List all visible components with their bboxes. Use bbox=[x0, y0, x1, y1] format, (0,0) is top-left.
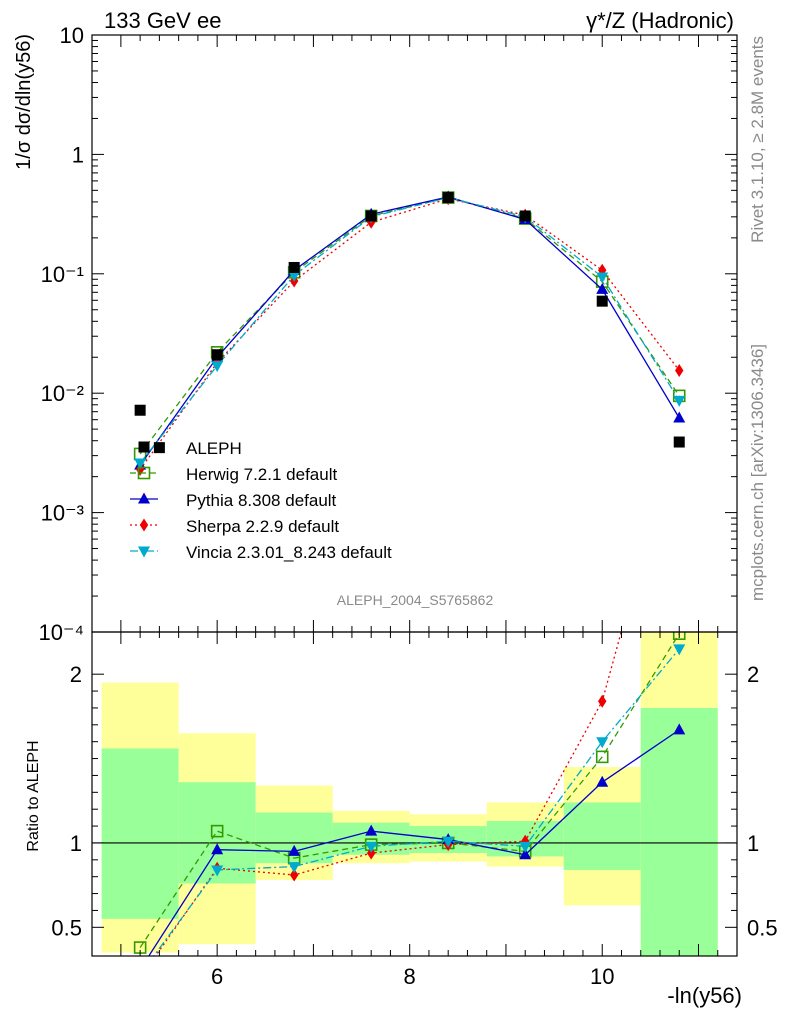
ratio-point-2-0 bbox=[136, 971, 144, 984]
ratio-frame bbox=[91, 631, 738, 957]
header-right: γ*/Z (Hadronic) bbox=[586, 8, 734, 33]
ratio-ytick-label-2: 2 bbox=[70, 662, 82, 687]
ratio-point-1-0 bbox=[134, 963, 146, 974]
ratio-point-1-1 bbox=[211, 843, 224, 855]
ratio-point-2-3 bbox=[366, 846, 376, 860]
data-point-2 bbox=[211, 349, 223, 361]
ratio-point-3-6 bbox=[596, 737, 609, 749]
ratio-point-3-2 bbox=[288, 862, 301, 874]
main-series-2 bbox=[135, 192, 684, 476]
ytick-label-0: 10 bbox=[60, 23, 84, 48]
data-point-6 bbox=[519, 210, 531, 222]
ratio-series bbox=[133, 632, 686, 984]
ratio-series-3 bbox=[134, 644, 686, 981]
ytick-label-1: 1 bbox=[72, 142, 84, 167]
main-point-2-7 bbox=[675, 363, 684, 377]
ratio-line-1 bbox=[148, 729, 680, 956]
xtick-label-1: 8 bbox=[404, 964, 416, 989]
main-ylabel: 1/σ dσ/dln(y56) bbox=[13, 34, 35, 170]
ratio-point-1-2 bbox=[288, 844, 301, 856]
main-point-3-2 bbox=[288, 270, 301, 282]
legend-marker-2 bbox=[139, 518, 149, 532]
ratio-point-0-1 bbox=[210, 824, 224, 838]
ratio-ytick-label-0: 0.5 bbox=[51, 915, 82, 940]
ratio-point-3-1 bbox=[211, 865, 224, 877]
header-left: 133 GeV ee bbox=[104, 8, 221, 33]
main-line-0 bbox=[139, 196, 680, 455]
main-series-1 bbox=[134, 190, 686, 470]
band-green-7 bbox=[640, 707, 718, 956]
data-point-5 bbox=[442, 192, 454, 204]
legend-marker-3 bbox=[138, 546, 150, 558]
legend-marker-0 bbox=[137, 466, 151, 480]
band-green-6 bbox=[563, 802, 641, 870]
ytick-label-2: 10⁻¹ bbox=[41, 262, 84, 287]
main-line-3 bbox=[139, 196, 680, 464]
legend-marker-1 bbox=[138, 492, 150, 504]
ratio-ytick-label-r-1: 1 bbox=[747, 831, 759, 856]
main-line-1 bbox=[139, 196, 680, 466]
xtick-label-2: 10 bbox=[590, 964, 614, 989]
ratio-ylabel: Ratio to ALEPH bbox=[25, 740, 42, 851]
data-point-8 bbox=[673, 436, 685, 448]
legend-label-data: ALEPH bbox=[186, 439, 242, 458]
rivet-label: Rivet 3.1.10, ≥ 2.8M events bbox=[748, 36, 767, 243]
legend-label-3: Vincia 2.3.01_8.243 default bbox=[186, 543, 392, 562]
data-point-1 bbox=[153, 442, 165, 454]
ratio-point-3-3 bbox=[365, 841, 378, 853]
analysis-id: ALEPH_2004_S5765862 bbox=[337, 592, 494, 608]
ytick-label-3: 10⁻² bbox=[41, 381, 84, 406]
ratio-line-0 bbox=[139, 633, 680, 948]
ratio-point-3-0 bbox=[134, 970, 146, 981]
axes: 10 1 10⁻¹ 10⁻² 10⁻³ 10⁻⁴ 6 8 10 0.5 0.5 1 1 2 2 bbox=[38, 23, 777, 989]
main-point-3-6 bbox=[596, 272, 609, 284]
ratio-point-1-5 bbox=[519, 848, 532, 860]
ytick-label-4: 10⁻³ bbox=[41, 501, 84, 526]
ratio-point-0-6 bbox=[595, 750, 609, 764]
data-points bbox=[134, 192, 685, 454]
ytick-label-5: 10⁻⁴ bbox=[38, 620, 84, 645]
main-point-1-7 bbox=[673, 411, 686, 423]
ratio-point-3-4 bbox=[442, 836, 455, 848]
ratio-line-2 bbox=[154, 632, 622, 956]
xtick-label-0: 6 bbox=[211, 964, 223, 989]
ratio-point-1-7 bbox=[673, 723, 686, 735]
ratio-point-3-7 bbox=[673, 644, 686, 656]
legend-label-0: Herwig 7.2.1 default bbox=[186, 465, 337, 484]
main-ylabel-text: 1/σ dσ/dln(y56) bbox=[13, 34, 35, 170]
ratio-point-2-6 bbox=[598, 694, 607, 708]
legend-label-2: Sherpa 2.2.9 default bbox=[186, 517, 339, 536]
ratio-bands bbox=[92, 632, 737, 956]
ratio-ytick-label-r-0: 0.5 bbox=[747, 915, 778, 940]
main-series-3 bbox=[134, 193, 686, 470]
main-series-0 bbox=[133, 191, 686, 461]
main-point-3-1 bbox=[211, 361, 224, 373]
data-point-4 bbox=[365, 210, 377, 222]
data-point-7 bbox=[596, 295, 608, 307]
legend-marker-data bbox=[138, 441, 150, 453]
main-series bbox=[133, 190, 686, 476]
ratio-point-1-3 bbox=[365, 824, 378, 836]
ratio-point-1-6 bbox=[596, 775, 609, 787]
legend-label-1: Pythia 8.308 default bbox=[186, 491, 337, 510]
main-point-1-6 bbox=[596, 282, 609, 294]
main-point-3-7 bbox=[673, 395, 686, 407]
data-point-3 bbox=[288, 261, 300, 273]
ratio-point-3-5 bbox=[519, 841, 532, 853]
mcplots-label: mcplots.cern.ch [arXiv:1306.3436] bbox=[748, 344, 767, 601]
legend: ALEPH Herwig 7.2.1 default Pythia 8.308 de… bbox=[130, 439, 392, 562]
ratio-ytick-label-r-2: 2 bbox=[747, 662, 759, 687]
main-line-2 bbox=[139, 198, 680, 470]
ratio-point-0-7 bbox=[672, 632, 686, 640]
data-point-0 bbox=[134, 404, 146, 416]
ratio-ytick-label-1: 1 bbox=[70, 831, 82, 856]
band-green-0 bbox=[101, 748, 179, 919]
main-point-3-0 bbox=[134, 458, 147, 470]
ratio-xlabel: -ln(y56) bbox=[667, 983, 742, 1008]
ratio-point-2-2 bbox=[289, 868, 299, 882]
ratio-line-3 bbox=[152, 648, 680, 956]
